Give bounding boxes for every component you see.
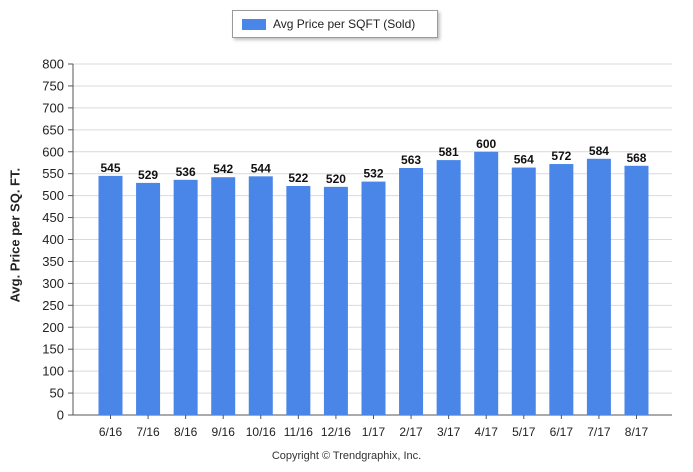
x-tick-label: 2/17 <box>399 425 423 439</box>
x-tick-label: 7/16 <box>136 425 160 439</box>
bar <box>586 158 611 415</box>
data-label: 584 <box>589 144 609 158</box>
y-tick-label: 800 <box>42 57 64 72</box>
bar <box>98 175 123 415</box>
y-tick-label: 450 <box>42 210 64 225</box>
x-tick-label: 5/17 <box>512 425 536 439</box>
bar <box>474 151 499 415</box>
data-label: 529 <box>138 168 158 182</box>
x-tick-label: 7/17 <box>587 425 611 439</box>
data-label: 600 <box>476 137 496 151</box>
y-axis-label: Avg. Price per SQ. FT. <box>7 167 23 303</box>
data-label: 532 <box>363 167 383 181</box>
x-tick-label: 4/17 <box>475 425 499 439</box>
x-tick-label: 8/17 <box>625 425 649 439</box>
y-tick-label: 200 <box>42 320 64 335</box>
bar <box>436 160 461 415</box>
y-tick-labels: 0 50 100 150 200 250 300 350 400 450 500 550 600 650 7… <box>42 57 64 423</box>
bar <box>624 165 649 415</box>
bar <box>361 181 386 415</box>
bar <box>549 164 574 415</box>
data-label: 572 <box>551 149 571 163</box>
x-tick-label: 10/16 <box>246 425 276 439</box>
data-label: 544 <box>251 161 271 175</box>
x-tick-label: 6/17 <box>550 425 574 439</box>
x-tick-label: 1/17 <box>362 425 386 439</box>
x-tick-label: 11/16 <box>284 425 313 439</box>
data-label: 536 <box>176 165 196 179</box>
y-tick-label: 250 <box>42 298 64 313</box>
data-label: 545 <box>100 161 120 175</box>
x-tick-label: 9/16 <box>212 425 236 439</box>
data-label: 568 <box>626 151 646 165</box>
x-tick-label: 8/16 <box>174 425 198 439</box>
data-label: 520 <box>326 172 346 186</box>
y-tick-label: 600 <box>42 144 64 159</box>
x-tick-label: 3/17 <box>437 425 461 439</box>
y-tick-label: 300 <box>42 276 64 291</box>
x-tick-label: 12/16 <box>321 425 351 439</box>
bar <box>248 176 273 415</box>
y-tick-label: 400 <box>42 232 64 247</box>
y-tick-label: 150 <box>42 342 64 357</box>
data-label: 522 <box>288 171 308 185</box>
x-tick-labels: 6/16 7/16 8/16 9/16 10/16 11/16 12/16 1/17 2/17 3… <box>99 425 649 439</box>
data-label: 542 <box>213 162 233 176</box>
bar <box>286 185 311 415</box>
y-tick-label: 500 <box>42 188 64 203</box>
x-tick-label: 6/16 <box>99 425 123 439</box>
legend-label: Avg Price per SQFT (Sold) <box>273 17 416 31</box>
data-labels: 545 529 536 542 544 522 520 532 563 581 600 564 572 5… <box>100 137 646 186</box>
bar <box>323 186 348 415</box>
legend: Avg Price per SQFT (Sold) <box>232 10 438 38</box>
y-tick-label: 100 <box>42 364 64 379</box>
y-tick-label: 0 <box>57 408 64 423</box>
y-tick-label: 750 <box>42 78 64 93</box>
bar <box>173 179 198 415</box>
y-tick-label: 700 <box>42 100 64 115</box>
bar <box>211 177 236 415</box>
y-tick-label: 650 <box>42 122 64 137</box>
bar <box>511 167 536 415</box>
data-label: 581 <box>439 145 459 159</box>
data-label: 564 <box>514 153 534 167</box>
bar <box>136 182 161 415</box>
y-tick-label: 350 <box>42 254 64 269</box>
copyright-text: Copyright © Trendgraphix, Inc. <box>271 450 422 462</box>
data-label: 563 <box>401 153 421 167</box>
y-tick-label: 550 <box>42 166 64 181</box>
bar <box>399 167 424 415</box>
legend-swatch <box>242 19 266 30</box>
bars <box>98 151 649 415</box>
y-tick-label: 50 <box>50 386 64 401</box>
